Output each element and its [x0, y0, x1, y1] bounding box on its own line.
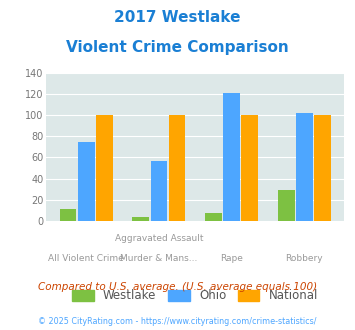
Bar [169, 115, 185, 221]
Bar [132, 217, 149, 221]
Bar [296, 113, 313, 221]
Bar [223, 93, 240, 221]
Text: Robbery: Robbery [285, 254, 323, 263]
Text: Murder & Mans...: Murder & Mans... [120, 254, 198, 263]
Text: Compared to U.S. average. (U.S. average equals 100): Compared to U.S. average. (U.S. average … [38, 282, 317, 292]
Bar [241, 115, 258, 221]
Text: © 2025 CityRating.com - https://www.cityrating.com/crime-statistics/: © 2025 CityRating.com - https://www.city… [38, 317, 317, 326]
Bar [151, 161, 167, 221]
Bar [96, 115, 113, 221]
Bar [60, 210, 76, 221]
Text: All Violent Crime: All Violent Crime [48, 254, 124, 263]
Legend: Westlake, Ohio, National: Westlake, Ohio, National [72, 289, 318, 302]
Bar [205, 213, 222, 221]
Bar [78, 142, 94, 221]
Bar [314, 115, 331, 221]
Text: Rape: Rape [220, 254, 243, 263]
Bar [278, 190, 295, 221]
Text: Aggravated Assault: Aggravated Assault [115, 234, 203, 243]
Text: 2017 Westlake: 2017 Westlake [114, 10, 241, 25]
Text: Violent Crime Comparison: Violent Crime Comparison [66, 40, 289, 54]
